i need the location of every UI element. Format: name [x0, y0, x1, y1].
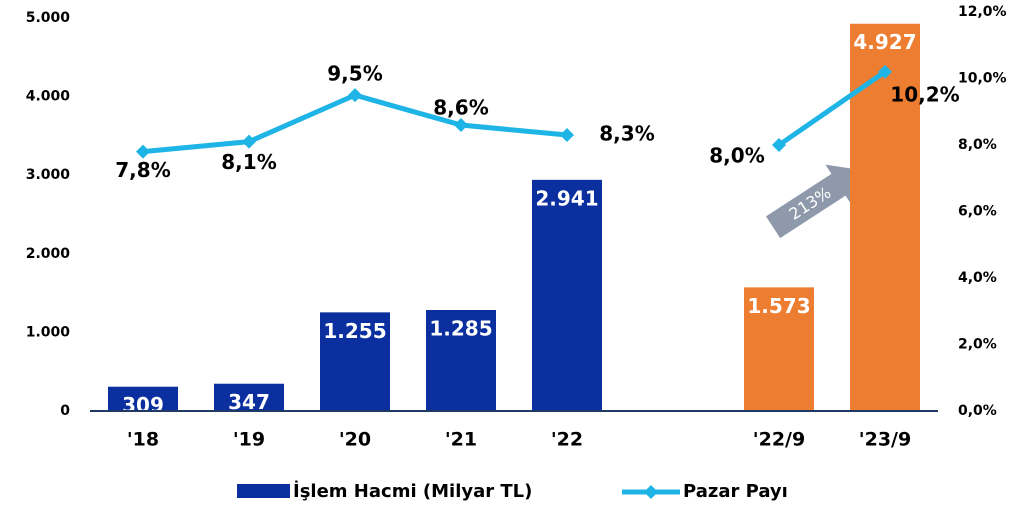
line-marker: [136, 144, 150, 159]
line-value-label: 8,1%: [221, 150, 276, 174]
y2-tick-label: 10,0%: [958, 71, 1007, 87]
y-tick-label: 3.000: [26, 167, 71, 183]
y-tick-label: 1.000: [26, 324, 71, 340]
line-value-label: 9,5%: [327, 62, 382, 86]
legend-label: İşlem Hacmi (Milyar TL): [293, 480, 532, 502]
bar: [320, 312, 390, 411]
bar: [214, 383, 284, 411]
y-tick-label: 5.000: [26, 10, 71, 26]
y2-tick-label: 8,0%: [958, 137, 997, 153]
bar-value-label: 309: [122, 393, 164, 417]
bar: [426, 309, 496, 411]
line: [142, 69, 887, 155]
line-value-label: 10,2%: [890, 82, 959, 106]
x-tick-label: '23/9: [859, 429, 911, 451]
y2-tick-label: 12,0%: [958, 4, 1007, 20]
line-marker: [454, 118, 468, 133]
bar-value-label: 4.927: [853, 30, 916, 54]
y2-tick-label: 0,0%: [958, 403, 997, 419]
line-marker: [878, 64, 892, 79]
x-tick-label: '20: [339, 429, 371, 451]
y2-tick-label: 4,0%: [958, 270, 997, 286]
y-tick-label: 0: [60, 403, 70, 419]
line-value-label: 8,3%: [599, 122, 654, 146]
line-value-label: 8,0%: [709, 144, 764, 168]
bar: [744, 287, 814, 411]
line-marker: [242, 134, 256, 149]
legend-label: Pazar Payı: [683, 481, 788, 502]
arrow-shape: [765, 164, 862, 239]
bar: [108, 386, 178, 411]
line-marker: [560, 128, 574, 143]
bar-value-label: 1.255: [323, 319, 386, 343]
line-value-label: 8,6%: [433, 96, 488, 120]
y2-tick-label: 2,0%: [958, 337, 997, 353]
x-tick-label: '22: [551, 429, 583, 451]
y2-tick-label: 6,0%: [958, 204, 997, 220]
y-tick-label: 2.000: [26, 246, 71, 262]
x-tick-label: '19: [233, 429, 265, 451]
legend-marker: [644, 485, 658, 499]
line-value-label: 7,8%: [115, 158, 170, 182]
bar: [532, 179, 602, 411]
x-tick-label: '18: [127, 429, 159, 451]
y-tick-label: 4.000: [26, 89, 71, 105]
x-tick-label: '22/9: [753, 429, 805, 451]
line-marker: [348, 88, 362, 103]
x-tick-label: '21: [445, 429, 477, 451]
line-marker: [772, 138, 786, 152]
bar-value-label: 1.285: [429, 316, 492, 340]
bar-value-label: 2.941: [535, 186, 598, 210]
legend-swatch: [237, 484, 290, 498]
bar-value-label: 1.573: [747, 294, 810, 318]
